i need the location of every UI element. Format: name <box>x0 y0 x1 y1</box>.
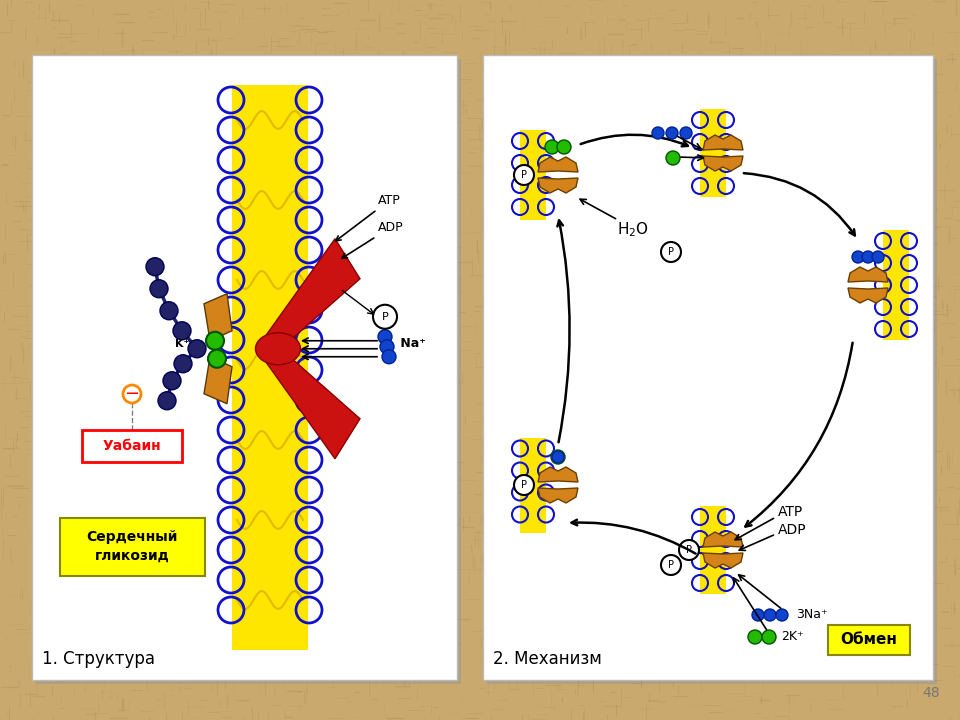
Text: −: − <box>125 385 139 403</box>
Text: P: P <box>668 247 674 257</box>
Text: P: P <box>686 545 692 555</box>
Polygon shape <box>848 288 888 303</box>
Circle shape <box>514 475 534 495</box>
Polygon shape <box>848 267 888 282</box>
Text: H$_2$O: H$_2$O <box>617 220 649 239</box>
Circle shape <box>123 385 141 403</box>
Text: 3Na⁺: 3Na⁺ <box>796 608 828 621</box>
Circle shape <box>150 280 168 298</box>
Circle shape <box>146 258 164 276</box>
Text: 2K⁺: 2K⁺ <box>781 631 804 644</box>
Polygon shape <box>265 239 360 338</box>
Circle shape <box>545 140 559 154</box>
Text: P: P <box>668 560 674 570</box>
Circle shape <box>158 392 176 410</box>
Circle shape <box>764 609 776 621</box>
Bar <box>520 130 546 220</box>
Circle shape <box>163 372 181 390</box>
Bar <box>883 230 909 340</box>
Text: Na⁺: Na⁺ <box>396 337 426 350</box>
Polygon shape <box>703 532 743 547</box>
Circle shape <box>652 127 664 139</box>
Text: Обмен: Обмен <box>841 632 898 647</box>
Circle shape <box>373 305 397 329</box>
Circle shape <box>378 330 392 343</box>
Circle shape <box>679 540 699 560</box>
Circle shape <box>776 609 788 621</box>
Text: 1. Структура: 1. Структура <box>42 650 155 668</box>
Bar <box>82 430 182 462</box>
Polygon shape <box>703 553 743 568</box>
Circle shape <box>661 242 681 262</box>
Ellipse shape <box>255 333 300 365</box>
Text: 2. Механизм: 2. Механизм <box>493 650 602 668</box>
Text: Сердечный
гликозид: Сердечный гликозид <box>86 531 178 563</box>
Bar <box>487 59 937 684</box>
Circle shape <box>872 251 884 263</box>
Polygon shape <box>538 157 578 172</box>
Bar <box>483 55 933 680</box>
Text: P: P <box>382 312 389 322</box>
Text: ATP: ATP <box>778 505 804 519</box>
Circle shape <box>680 127 692 139</box>
Polygon shape <box>204 356 232 404</box>
Bar <box>520 438 546 533</box>
Text: ADP: ADP <box>342 221 403 258</box>
Circle shape <box>552 451 564 463</box>
Polygon shape <box>204 294 232 341</box>
Bar <box>232 85 308 650</box>
Bar <box>60 518 205 575</box>
Circle shape <box>160 302 178 320</box>
Text: ADP: ADP <box>778 523 806 537</box>
Polygon shape <box>538 178 578 193</box>
Polygon shape <box>703 135 743 150</box>
Polygon shape <box>538 488 578 503</box>
Bar <box>32 55 457 680</box>
Polygon shape <box>538 467 578 482</box>
Circle shape <box>661 555 681 575</box>
Polygon shape <box>265 359 360 459</box>
Text: P: P <box>521 170 527 180</box>
Circle shape <box>380 340 394 354</box>
Text: 48: 48 <box>923 686 940 700</box>
Circle shape <box>206 332 224 350</box>
Circle shape <box>762 630 776 644</box>
Bar <box>700 506 726 594</box>
Circle shape <box>514 165 534 185</box>
Text: ATP: ATP <box>336 194 400 241</box>
Circle shape <box>174 355 192 373</box>
Circle shape <box>557 140 571 154</box>
Circle shape <box>852 251 864 263</box>
Circle shape <box>188 340 206 358</box>
Text: K⁺: K⁺ <box>175 338 189 348</box>
Polygon shape <box>703 156 743 171</box>
Circle shape <box>748 630 762 644</box>
Circle shape <box>862 251 874 263</box>
Bar <box>700 109 726 197</box>
Bar <box>36 59 461 684</box>
Bar <box>828 625 910 655</box>
Circle shape <box>382 350 396 364</box>
Circle shape <box>551 450 565 464</box>
Circle shape <box>666 127 678 139</box>
Circle shape <box>752 609 764 621</box>
Circle shape <box>173 322 191 340</box>
Circle shape <box>208 350 226 368</box>
Text: P: P <box>521 480 527 490</box>
Text: Уабаин: Уабаин <box>103 439 161 453</box>
Circle shape <box>666 151 680 165</box>
